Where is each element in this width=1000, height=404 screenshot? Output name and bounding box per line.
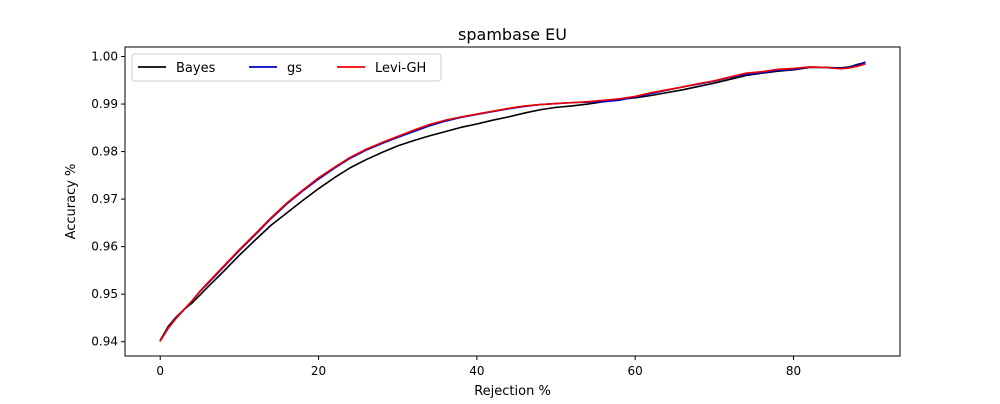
chart-title: spambase EU [458,25,567,44]
series-line-levi-gh [159,63,866,342]
x-tick-label: 60 [628,364,643,378]
legend-label-bayes: Bayes [176,61,216,76]
legend-box [131,53,442,82]
y-tick-label: 0.99 [91,97,118,111]
x-tick-label: 40 [469,364,484,378]
x-tick-label: 20 [311,364,326,378]
y-axis-label: Accuracy % [64,164,79,240]
plot-lines [159,61,866,342]
x-axis-label: Rejection % [474,384,551,399]
x-tick-label: 80 [786,364,801,378]
y-tick-label: 0.97 [91,192,118,206]
legend-items: Bayes gs Levi-GH [138,61,426,76]
y-tick-label: 1.00 [91,50,118,64]
y-tick-label: 0.94 [91,335,118,349]
y-tick-label: 0.96 [91,240,118,254]
y-tick-label: 0.95 [91,287,118,301]
x-tick-label: 0 [156,364,164,378]
x-axis-ticks: 0 20 40 60 80 [156,356,801,378]
y-axis-ticks: 0.94 0.95 0.96 0.97 0.98 0.99 1.00 [91,50,125,349]
y-tick-label: 0.98 [91,145,118,159]
legend: Bayes gs Levi-GH [131,53,442,82]
legend-label-levi-gh: Levi-GH [375,61,426,76]
legend-label-gs: gs [287,61,302,76]
plot-frame [124,46,901,357]
